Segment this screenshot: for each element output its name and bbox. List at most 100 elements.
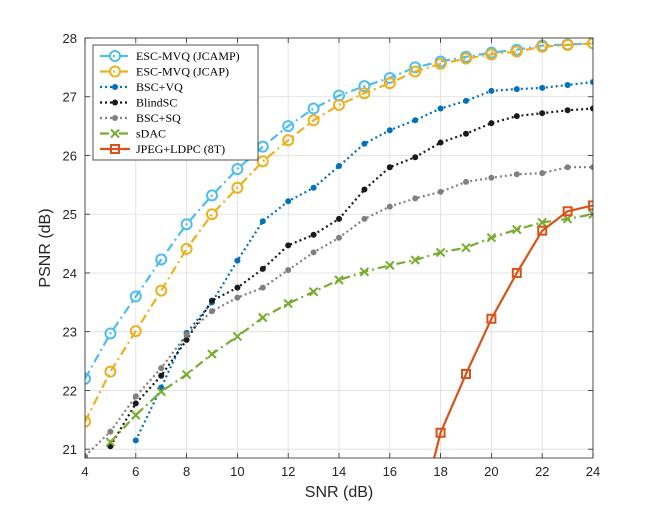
x-tick-label: 6 [132,464,139,479]
data-point [383,77,396,90]
data-point [131,410,141,420]
y-tick-label: 25 [63,207,77,222]
x-tick-label: 4 [81,464,88,479]
data-point [513,171,520,178]
y-tick-label: 22 [63,383,77,398]
data-point [234,257,241,264]
data-point [386,164,393,171]
x-tick-label: 14 [332,464,346,479]
data-point [259,284,266,291]
data-point [232,331,243,342]
legend-label: sDAC [136,127,166,141]
data-point [85,453,88,458]
data-point [234,284,241,291]
data-point [334,275,344,285]
data-point [537,225,548,236]
data-point [461,242,471,253]
data-point [155,284,168,297]
data-point [461,369,471,379]
data-point [437,105,444,112]
legend-label: ESC-MVQ (JCAP) [136,65,229,79]
x-tick-label: 12 [281,464,295,479]
data-point [412,117,419,124]
legend-label: BlindSC [136,96,177,110]
data-point [336,163,342,170]
series-4 [85,164,593,458]
data-point [358,87,371,100]
y-axis-title: PSNR (dB) [37,208,54,287]
data-point [285,267,292,274]
data-point [310,231,317,238]
legend-swatch-marker [110,128,120,139]
data-point [463,97,469,104]
data-point [181,369,192,380]
y-tick-label: 26 [63,148,77,163]
data-point [158,372,165,379]
legend-swatch-marker [112,84,118,90]
data-point [283,298,293,309]
data-point [107,428,114,435]
y-tick-label: 27 [63,90,77,105]
legend-swatch-marker [109,50,121,62]
data-point [132,400,139,407]
data-point [85,372,91,385]
data-point [562,206,573,217]
data-point [258,312,268,323]
data-point [386,127,393,134]
legend-label: BSC+VQ [136,80,183,94]
data-point [132,437,139,444]
legend-swatch-marker [112,99,118,106]
series-1 [85,38,593,428]
series-6 [433,200,593,458]
data-point [437,188,444,195]
data-point [488,174,495,181]
data-point [486,233,497,243]
data-point [259,265,266,272]
series-5 [105,209,593,447]
data-point [590,164,593,171]
data-point [259,218,266,225]
data-point [437,139,444,146]
data-point [510,45,523,58]
data-point [234,294,241,301]
data-point [512,224,522,235]
data-point [564,81,571,88]
series-line [85,42,593,380]
data-point [460,52,472,65]
data-point [158,365,165,372]
data-point [539,84,546,91]
data-point [412,154,419,161]
series-lines [85,38,593,458]
data-point [590,79,593,86]
series-2 [132,79,593,444]
data-point [155,253,168,266]
data-point [463,130,469,137]
data-point [488,120,495,127]
legend-label: JPEG+LDPC (8T) [136,142,225,156]
data-point [386,203,393,210]
data-point [231,162,244,175]
data-point [307,102,320,115]
data-point [104,365,117,378]
data-point [588,209,593,219]
x-tick-label: 16 [383,464,397,479]
legend-swatch-marker [110,144,120,154]
data-point [308,287,319,297]
data-point [383,71,396,84]
data-point [361,186,368,193]
data-point [435,247,446,258]
data-point [412,195,419,202]
data-point [537,217,547,228]
x-tick-label: 8 [183,464,190,479]
data-point [336,234,342,241]
data-point [256,155,269,168]
y-tick-label: 24 [63,266,77,281]
data-point [104,327,117,340]
legend-label: ESC-MVQ (JCAMP) [136,49,240,63]
data-point [132,393,139,400]
data-point [129,290,142,303]
data-point [511,267,522,278]
data-point [564,164,571,171]
data-point [434,57,447,70]
